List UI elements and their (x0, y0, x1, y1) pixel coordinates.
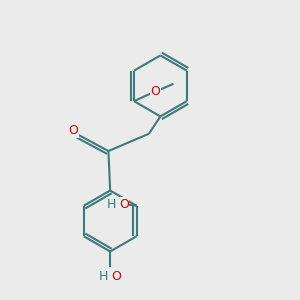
Text: O: O (151, 85, 160, 98)
Text: H: H (107, 197, 116, 211)
Text: O: O (112, 270, 121, 283)
Text: O: O (119, 197, 129, 211)
Text: H: H (99, 270, 109, 283)
Text: O: O (68, 124, 78, 137)
